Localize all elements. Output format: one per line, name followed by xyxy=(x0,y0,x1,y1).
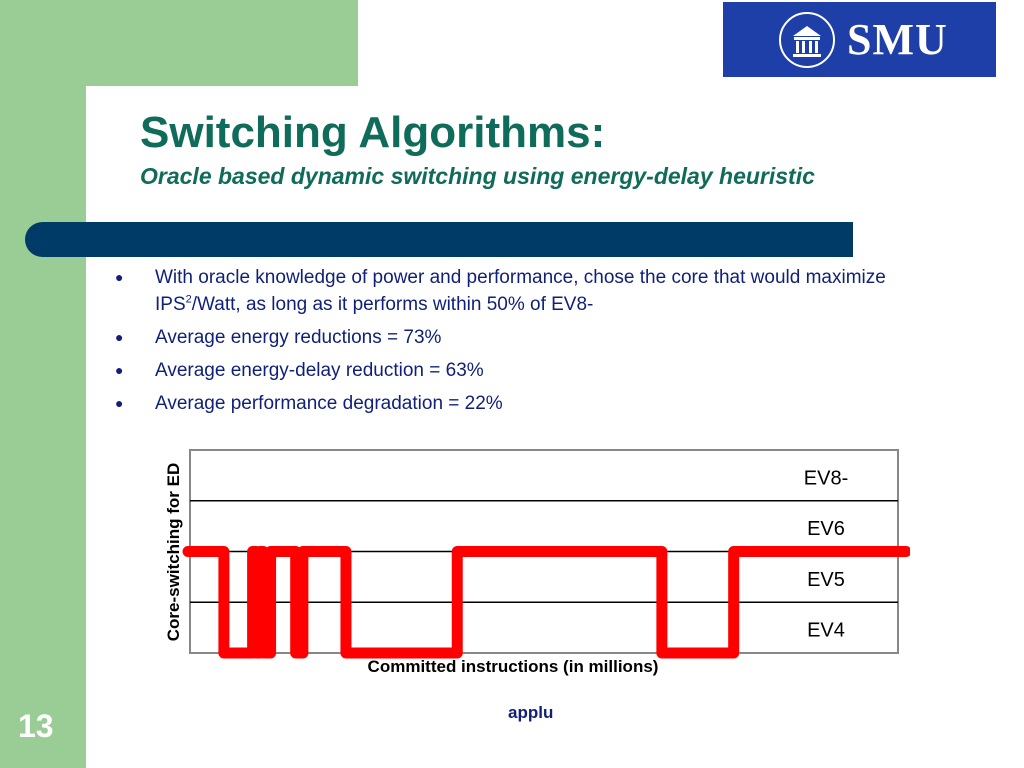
bullet-energy-reduction: Average energy reductions = 73% xyxy=(112,324,942,351)
slide-subtitle: Oracle based dynamic switching using ene… xyxy=(140,163,815,189)
bullet-performance-degradation: Average performance degradation = 22% xyxy=(112,390,942,417)
x-axis-label: Committed instructions (in millions) xyxy=(368,657,659,676)
smu-logo: SMU xyxy=(723,2,996,77)
smu-logo-text: SMU xyxy=(847,15,948,64)
left-green-band xyxy=(0,0,86,768)
bullet-text-pre: With oracle knowledge of power and perfo… xyxy=(155,267,886,315)
level-label-ev4: EV4 xyxy=(807,620,845,642)
bullet-oracle-knowledge: With oracle knowledge of power and perfo… xyxy=(112,264,942,318)
chart-series xyxy=(182,546,910,659)
page-number: 13 xyxy=(18,708,54,744)
bullet-text-post: /Watt, as long as it performs within 50%… xyxy=(191,294,594,315)
bullet-energy-delay-reduction: Average energy-delay reduction = 63% xyxy=(112,357,942,384)
core-switching-chart: EV8- EV6 EV5 EV4 Core-switching for ED Comm… xyxy=(164,449,910,676)
bullet-superscript: 2 xyxy=(185,293,192,306)
level-label-ev5: EV5 xyxy=(807,569,845,591)
smu-seal-icon xyxy=(779,11,835,68)
title-divider-bar xyxy=(25,222,853,257)
level-label-ev6: EV6 xyxy=(807,518,845,540)
level-label-ev8: EV8- xyxy=(804,467,848,489)
chart-caption: applu xyxy=(508,703,554,722)
y-axis-label: Core-switching for ED xyxy=(164,463,183,642)
chart-labels: EV8- EV6 EV5 EV4 xyxy=(804,467,848,641)
core-switching-series xyxy=(182,546,910,659)
slide-title: Switching Algorithms: xyxy=(140,108,606,157)
bullet-list: With oracle knowledge of power and perfo… xyxy=(112,264,942,423)
